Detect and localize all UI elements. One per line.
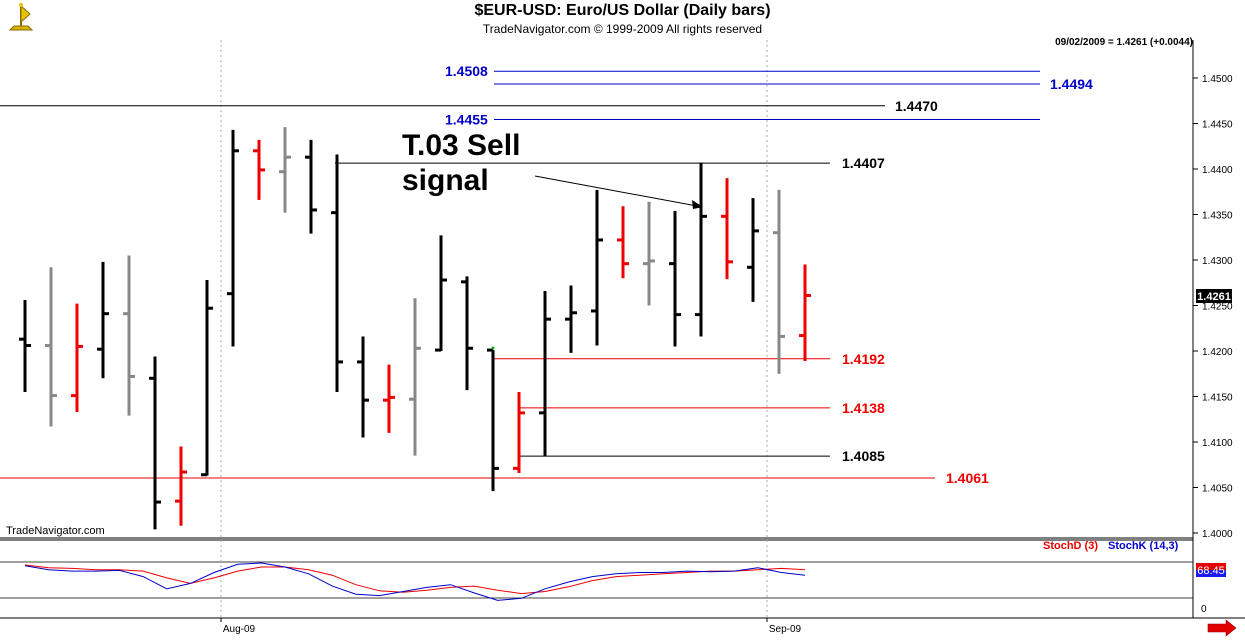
- ohlc-bar-3: [97, 261, 109, 379]
- level-label-1-4470: 1.4470: [895, 98, 938, 114]
- ohlc-bar-14: [383, 364, 395, 433]
- ohlc-bar-1: [45, 267, 57, 427]
- annotation-line-2: signal: [402, 164, 489, 197]
- stoch-d-line: [24, 564, 806, 595]
- y-tick-label: 1.4350: [1202, 211, 1233, 222]
- level-label-1-4494: 1.4494: [1050, 76, 1093, 92]
- ohlc-bar-8: [227, 129, 239, 347]
- ohlc-bar-30: [799, 264, 811, 362]
- y-tick-label: 1.4100: [1202, 438, 1233, 449]
- ohlc-bar-18: [487, 348, 499, 492]
- y-tick-label: 1.4250: [1202, 302, 1233, 313]
- stoch-tick-label: 0: [1201, 604, 1207, 615]
- ohlc-bar-19: [513, 391, 525, 473]
- scroll-right-arrow-icon[interactable]: [1207, 619, 1237, 637]
- ohlc-bar-7: [201, 280, 213, 477]
- ohlc-bar-13: [357, 336, 369, 438]
- ohlc-bar-12: [331, 154, 343, 392]
- last-price-readout: 09/02/2009 = 1.4261 (+0.0044): [1055, 37, 1193, 48]
- last-price-tag-text: 1.4261: [1197, 291, 1231, 303]
- ohlc-bar-21: [565, 285, 577, 353]
- level-label-1-4138: 1.4138: [842, 400, 885, 416]
- stoch-last-tag-text: 68.45: [1197, 565, 1225, 577]
- legend-stoch-d: StochD (3): [1043, 540, 1098, 552]
- ohlc-bar-20: [539, 290, 551, 457]
- level-label-1-4455: 1.4455: [445, 111, 488, 127]
- ohlc-bar-6: [175, 446, 187, 526]
- ohlc-bar-10: [279, 127, 291, 213]
- credit-text: TradeNavigator.com: [6, 525, 105, 537]
- ohlc-bar-2: [71, 303, 83, 412]
- legend-stoch-k: StochK (14,3): [1108, 540, 1179, 552]
- stoch-last-tag-k: [1196, 570, 1226, 577]
- ohlc-bar-25: [669, 210, 681, 347]
- ohlc-bar-16: [435, 235, 447, 352]
- ohlc-bar-28: [747, 198, 759, 302]
- ohlc-bar-5: [149, 356, 161, 530]
- ohlc-bar-27: [721, 178, 733, 280]
- y-tick-label: 1.4300: [1202, 256, 1233, 267]
- annotation-arrow: [534, 175, 698, 207]
- ohlc-bar-17: [461, 276, 473, 391]
- y-tick-label: 1.4000: [1202, 529, 1233, 540]
- chart-title: $EUR-USD: Euro/US Dollar (Daily bars): [474, 2, 771, 19]
- y-tick-label: 1.4400: [1202, 165, 1233, 176]
- level-label-1-4508: 1.4508: [445, 63, 488, 79]
- x-tick-label: Sep-09: [769, 624, 802, 635]
- annotation-arrowhead-icon: [692, 200, 703, 209]
- trade-navigator-logo-icon: [6, 2, 36, 36]
- annotation-line-1: T.03 Sell: [402, 129, 520, 162]
- ohlc-bar-29: [773, 189, 785, 374]
- last-price-tag: [1196, 289, 1232, 303]
- y-tick-label: 1.4200: [1202, 347, 1233, 358]
- signal-marker-dot: [491, 346, 495, 350]
- x-tick-label: Aug-09: [223, 624, 256, 635]
- level-label-1-4085: 1.4085: [842, 448, 885, 464]
- ohlc-bar-11: [305, 139, 317, 234]
- y-tick-label: 1.4500: [1202, 74, 1233, 85]
- ohlc-bar-24: [643, 201, 655, 306]
- ohlc-bar-23: [617, 206, 629, 279]
- level-label-1-4061: 1.4061: [946, 470, 989, 486]
- level-label-1-4407: 1.4407: [842, 155, 885, 171]
- ohlc-bar-4: [123, 255, 135, 416]
- ohlc-bar-9: [253, 139, 265, 200]
- ohlc-bar-0: [19, 300, 31, 392]
- stoch-k-line: [24, 562, 806, 601]
- y-tick-label: 1.4150: [1202, 393, 1233, 404]
- y-tick-label: 1.4450: [1202, 120, 1233, 131]
- ohlc-bar-26: [695, 162, 707, 337]
- level-label-1-4192: 1.4192: [842, 351, 885, 367]
- ohlc-bar-15: [409, 298, 421, 456]
- y-tick-label: 1.4050: [1202, 484, 1233, 495]
- copyright-text: TradeNavigator.com © 1999-2009 All right…: [482, 22, 763, 36]
- ohlc-bar-22: [591, 189, 603, 346]
